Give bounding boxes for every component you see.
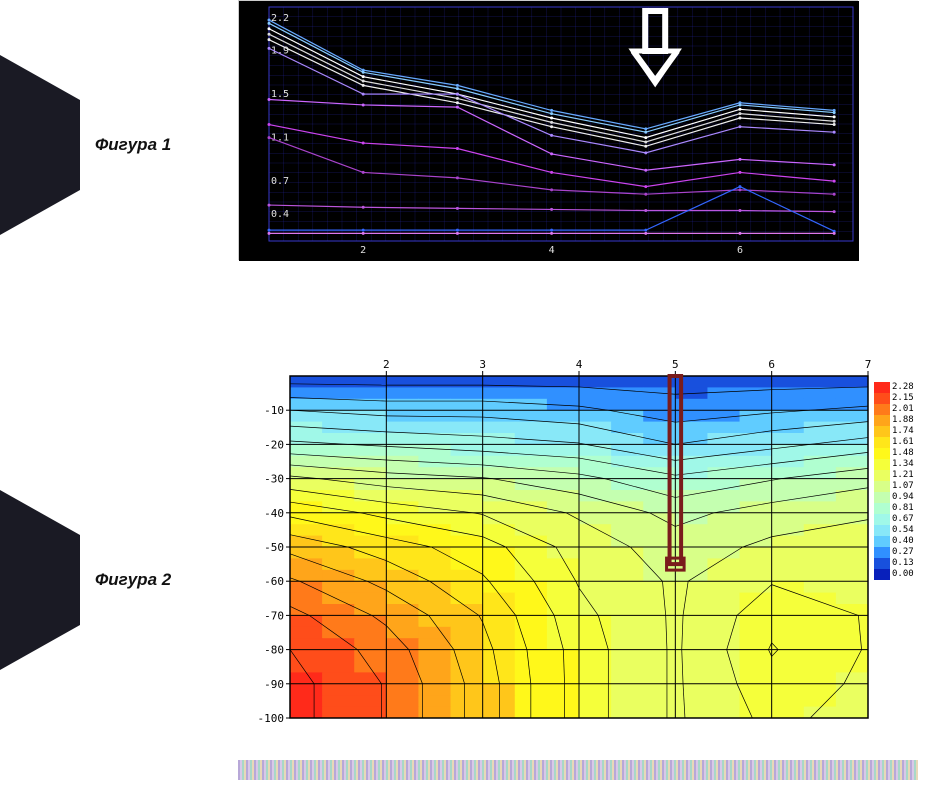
svg-text:-40: -40: [264, 507, 284, 520]
figure2-label: Фигура 2: [95, 570, 171, 590]
svg-text:2: 2: [360, 245, 366, 256]
legend-swatch: [874, 558, 890, 569]
legend-value: 2.15: [892, 394, 914, 404]
legend-item: 0.13: [874, 558, 918, 569]
legend-value: 0.13: [892, 559, 914, 569]
legend-item: 1.21: [874, 470, 918, 481]
svg-text:0.7: 0.7: [271, 176, 289, 187]
legend-swatch: [874, 525, 890, 536]
figure2-legend: 2.282.152.011.881.741.611.481.341.211.07…: [874, 382, 918, 580]
svg-text:0.4: 0.4: [271, 209, 289, 220]
svg-text:-10: -10: [264, 404, 284, 417]
legend-value: 0.27: [892, 548, 914, 558]
figure1-svg: 0.40.71.11.51.92.2246: [239, 1, 859, 261]
figure2-label-block: Фигура 2: [0, 480, 220, 680]
legend-value: 0.67: [892, 515, 914, 525]
svg-text:-20: -20: [264, 438, 284, 451]
hex-shape: [0, 55, 80, 235]
legend-value: 1.61: [892, 438, 914, 448]
svg-text:7: 7: [865, 358, 872, 371]
figure2-svg: 2 3 4 5 6 7 -10 -20 -30 -40 -50 -60 -70 -80 -90 -100: [238, 350, 878, 730]
legend-swatch: [874, 382, 890, 393]
legend-value: 1.07: [892, 482, 914, 492]
legend-value: 2.28: [892, 383, 914, 393]
legend-swatch: [874, 393, 890, 404]
svg-text:5: 5: [672, 358, 679, 371]
svg-text:-60: -60: [264, 575, 284, 588]
legend-item: 1.88: [874, 415, 918, 426]
legend-value: 0.54: [892, 526, 914, 536]
svg-text:4: 4: [576, 358, 583, 371]
legend-swatch: [874, 459, 890, 470]
legend-swatch: [874, 514, 890, 525]
noise-strip: [238, 760, 918, 780]
legend-item: 0.67: [874, 514, 918, 525]
legend-item: 0.94: [874, 492, 918, 503]
legend-swatch: [874, 415, 890, 426]
legend-item: 1.34: [874, 459, 918, 470]
legend-item: 0.27: [874, 547, 918, 558]
svg-text:-80: -80: [264, 644, 284, 657]
legend-item: 0.40: [874, 536, 918, 547]
legend-swatch: [874, 492, 890, 503]
legend-swatch: [874, 437, 890, 448]
legend-value: 1.74: [892, 427, 914, 437]
legend-swatch: [874, 547, 890, 558]
svg-text:-100: -100: [258, 712, 285, 725]
legend-value: 1.34: [892, 460, 914, 470]
hex-shape: [0, 490, 80, 670]
legend-value: 0.00: [892, 570, 914, 580]
legend-swatch: [874, 404, 890, 415]
legend-swatch: [874, 569, 890, 580]
legend-value: 2.01: [892, 405, 914, 415]
svg-text:6: 6: [768, 358, 775, 371]
legend-value: 0.81: [892, 504, 914, 514]
svg-text:-90: -90: [264, 678, 284, 691]
legend-swatch: [874, 503, 890, 514]
legend-value: 0.94: [892, 493, 914, 503]
svg-text:-30: -30: [264, 473, 284, 486]
legend-item: 1.74: [874, 426, 918, 437]
svg-text:-50: -50: [264, 541, 284, 554]
legend-item: 0.00: [874, 569, 918, 580]
legend-item: 2.01: [874, 404, 918, 415]
svg-text:1.5: 1.5: [271, 89, 289, 100]
legend-value: 1.88: [892, 416, 914, 426]
figure1-label: Фигура 1: [95, 135, 171, 155]
figure1-label-block: Фигура 1: [0, 45, 220, 245]
legend-item: 2.28: [874, 382, 918, 393]
svg-text:-70: -70: [264, 609, 284, 622]
legend-value: 1.21: [892, 471, 914, 481]
legend-value: 0.40: [892, 537, 914, 547]
svg-text:3: 3: [479, 358, 486, 371]
legend-item: 1.07: [874, 481, 918, 492]
legend-item: 2.15: [874, 393, 918, 404]
legend-swatch: [874, 448, 890, 459]
svg-text:6: 6: [737, 245, 743, 256]
figure2-chart: 2 3 4 5 6 7 -10 -20 -30 -40 -50 -60 -70 -80 -90 -100 2.…: [238, 350, 918, 730]
svg-text:4: 4: [549, 245, 555, 256]
legend-swatch: [874, 470, 890, 481]
legend-value: 1.48: [892, 449, 914, 459]
legend-swatch: [874, 481, 890, 492]
legend-item: 0.54: [874, 525, 918, 536]
figure1-chart: 0.40.71.11.51.92.2246: [238, 0, 858, 260]
legend-swatch: [874, 426, 890, 437]
legend-swatch: [874, 536, 890, 547]
legend-item: 1.61: [874, 437, 918, 448]
legend-item: 1.48: [874, 448, 918, 459]
svg-text:2: 2: [383, 358, 390, 371]
legend-item: 0.81: [874, 503, 918, 514]
